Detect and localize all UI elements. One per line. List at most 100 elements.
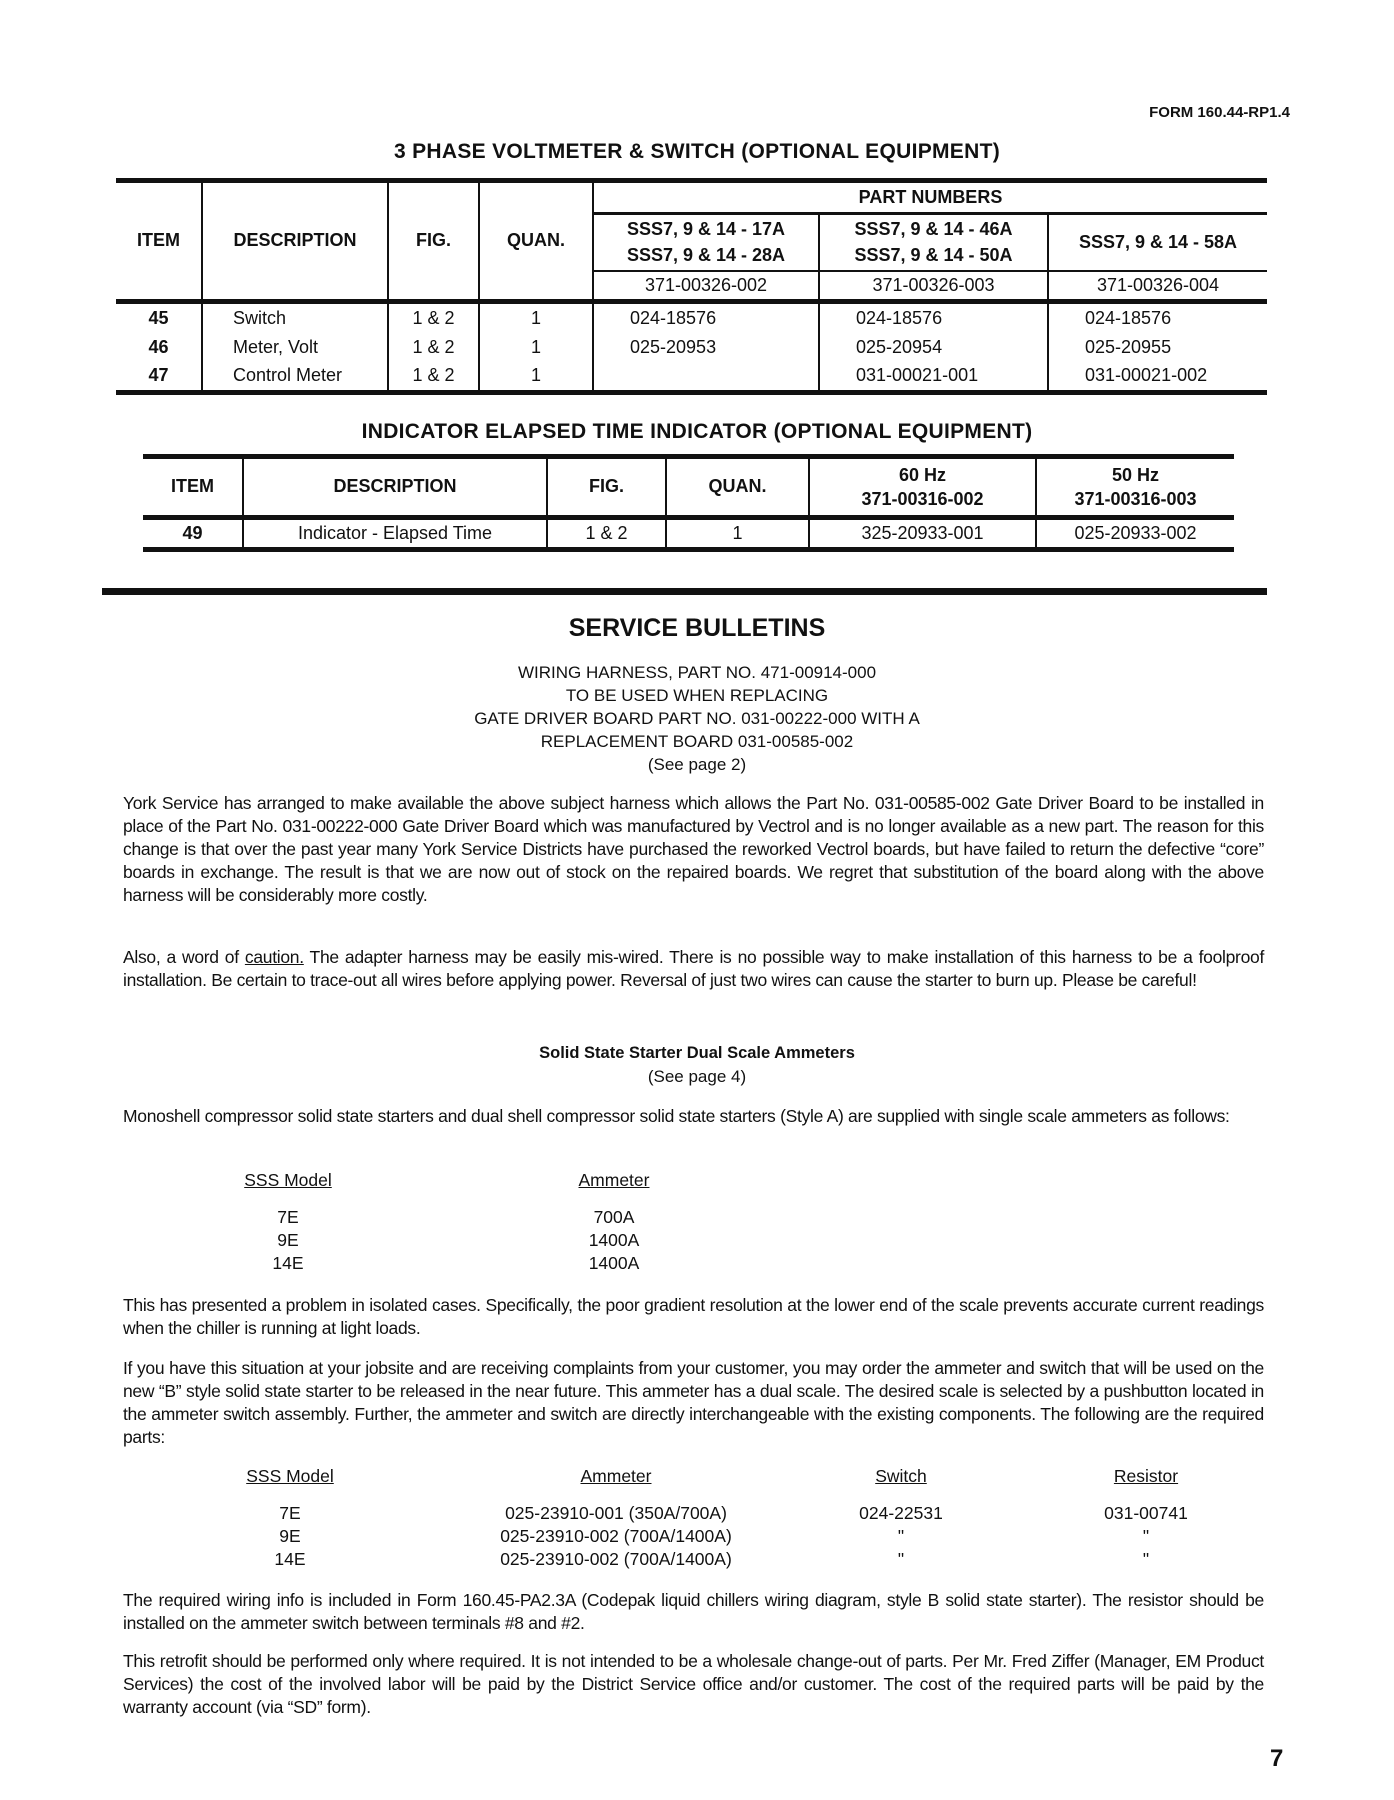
table-rule bbox=[143, 454, 1234, 459]
elapsed-table-title: INDICATOR ELAPSED TIME INDICATOR (OPTION… bbox=[361, 420, 1033, 443]
cell: 1400A bbox=[588, 1253, 640, 1273]
subsection-reference: (See page 4) bbox=[647, 1067, 747, 1086]
model-line: SSS7, 9 & 14 - 58A bbox=[1078, 231, 1238, 252]
model-header-1: SSS7, 9 & 14 - 17A SSS7, 9 & 14 - 28A bbox=[593, 213, 820, 272]
ammeter-column: 025-23910-001 (350A/700A) 025-23910-002 … bbox=[466, 1502, 766, 1571]
item-cell: 46 bbox=[116, 333, 203, 362]
text: The adapter harness may be easily mis-wi… bbox=[123, 947, 1265, 990]
paragraph: This retrofit should be performed only w… bbox=[123, 1651, 1264, 1717]
item-cell: 49 bbox=[143, 517, 244, 549]
quan-cell: 1 bbox=[478, 301, 594, 333]
part-cell bbox=[592, 362, 820, 392]
header-quan: QUAN. bbox=[478, 183, 594, 301]
model-line: SSS7, 9 & 14 - 46A bbox=[854, 219, 1013, 240]
quan-cell: 1 bbox=[478, 362, 594, 392]
part-cell: 031-00021-001 bbox=[818, 362, 1049, 392]
voltmeter-table: ITEM DESCRIPTION FIG. QUAN. PART NUMBERS… bbox=[116, 183, 1267, 395]
cell: 14E bbox=[272, 1253, 304, 1273]
fig-cell: 1 & 2 bbox=[387, 301, 480, 333]
column-header: Switch bbox=[875, 1466, 927, 1486]
freq-label: 50 Hz bbox=[1111, 464, 1160, 485]
table-row: 46 Meter, Volt 1 & 2 1 025-20953 025-209… bbox=[116, 333, 1267, 362]
subject-line: TO BE USED WHEN REPLACING bbox=[565, 686, 829, 705]
table-row: 45 Switch 1 & 2 1 024-18576 024-18576 02… bbox=[116, 301, 1267, 333]
cell: 025-23910-002 (700A/1400A) bbox=[500, 1526, 732, 1546]
item-cell: 47 bbox=[116, 362, 203, 392]
column-header: Resistor bbox=[1113, 1466, 1179, 1486]
part-cell: 025-20955 bbox=[1047, 333, 1267, 362]
subject-line: WIRING HARNESS, PART NO. 471-00914-000 bbox=[517, 663, 877, 682]
description-cell: Switch bbox=[201, 301, 389, 333]
part-cell: 024-18576 bbox=[818, 301, 1049, 333]
column-header: SSS Model bbox=[244, 1170, 332, 1190]
cell: " bbox=[1142, 1549, 1150, 1569]
subject-line: (See page 2) bbox=[647, 755, 747, 774]
cell: 14E bbox=[274, 1549, 306, 1569]
column-header: Ammeter bbox=[578, 1170, 650, 1190]
fig-cell: 1 & 2 bbox=[387, 362, 480, 392]
cell: 024-22531 bbox=[859, 1503, 943, 1523]
paragraph: The required wiring info is included in … bbox=[123, 1590, 1264, 1633]
kit-number: 371-00326-002 bbox=[593, 271, 820, 301]
model-header-2: SSS7, 9 & 14 - 46A SSS7, 9 & 14 - 50A bbox=[818, 213, 1049, 272]
voltmeter-table-title: 3 PHASE VOLTMETER & SWITCH (OPTIONAL EQU… bbox=[393, 140, 1000, 163]
paragraph: If you have this situation at your jobsi… bbox=[123, 1358, 1264, 1447]
page-number: 7 bbox=[1270, 1745, 1284, 1772]
freq-label: 60 Hz bbox=[898, 464, 947, 485]
kit-number: 371-00326-003 bbox=[818, 271, 1049, 301]
table-row: 47 Control Meter 1 & 2 1 031-00021-001 0… bbox=[116, 362, 1267, 392]
resistor-column: 031-00741 " " bbox=[1066, 1502, 1226, 1571]
cell: 7E bbox=[277, 1207, 299, 1227]
header-description: DESCRIPTION bbox=[201, 183, 389, 301]
cell: 9E bbox=[277, 1230, 299, 1250]
fig-cell: 1 & 2 bbox=[387, 333, 480, 362]
header-item: ITEM bbox=[116, 183, 203, 301]
description-cell: Meter, Volt bbox=[201, 333, 389, 362]
fig-cell: 1 & 2 bbox=[546, 517, 667, 549]
subsection-title: Solid State Starter Dual Scale Ammeters bbox=[539, 1044, 855, 1062]
model-column: 7E 9E 14E bbox=[210, 1502, 370, 1571]
header-part-numbers: PART NUMBERS bbox=[592, 183, 1267, 215]
header-fig: FIG. bbox=[387, 183, 480, 301]
model-line: SSS7, 9 & 14 - 28A bbox=[626, 245, 786, 266]
cell: " bbox=[897, 1526, 905, 1546]
switch-column: 024-22531 " " bbox=[821, 1502, 981, 1571]
caution-text: caution. bbox=[244, 947, 304, 967]
header-description: DESCRIPTION bbox=[242, 459, 548, 517]
paragraph: Monoshell compressor solid state starter… bbox=[123, 1106, 1230, 1126]
cell: 025-23910-002 (700A/1400A) bbox=[500, 1549, 732, 1569]
text: Also, a word of bbox=[123, 947, 245, 967]
model-line: SSS7, 9 & 14 - 50A bbox=[854, 245, 1013, 266]
cell: " bbox=[897, 1549, 905, 1569]
kit-number: 371-00316-002 bbox=[861, 488, 984, 509]
item-cell: 45 bbox=[116, 301, 203, 333]
column-header: SSS Model bbox=[246, 1466, 334, 1486]
cell: 025-23910-001 (350A/700A) bbox=[505, 1503, 727, 1523]
part-cell: 024-18576 bbox=[1047, 301, 1267, 333]
paragraph: This has presented a problem in isolated… bbox=[123, 1295, 1264, 1338]
kit-number: 371-00316-003 bbox=[1074, 488, 1197, 509]
cell: 9E bbox=[279, 1526, 301, 1546]
section-rule bbox=[102, 588, 1267, 595]
part-cell: 325-20933-001 bbox=[808, 517, 1037, 549]
part-cell: 025-20954 bbox=[818, 333, 1049, 362]
description-cell: Indicator - Elapsed Time bbox=[242, 517, 548, 549]
model-header-3: SSS7, 9 & 14 - 58A bbox=[1047, 213, 1267, 272]
table-row: 49 Indicator - Elapsed Time 1 & 2 1 325-… bbox=[143, 517, 1234, 549]
cell: " bbox=[1142, 1526, 1150, 1546]
subject-line: REPLACEMENT BOARD 031-00585-002 bbox=[540, 732, 854, 751]
part-cell: 025-20933-002 bbox=[1035, 517, 1234, 549]
model-column: 7E 9E 14E bbox=[208, 1206, 368, 1275]
header-fig: FIG. bbox=[546, 459, 667, 517]
cell: 031-00741 bbox=[1104, 1503, 1188, 1523]
elapsed-table: ITEM DESCRIPTION FIG. QUAN. 60 Hz 371-003… bbox=[143, 459, 1234, 552]
paragraph: York Service has arranged to make availa… bbox=[123, 793, 1264, 905]
header-60hz: 60 Hz 371-00316-002 bbox=[808, 459, 1037, 517]
form-number: FORM 160.44-RP1.4 bbox=[1149, 104, 1290, 121]
header-50hz: 50 Hz 371-00316-003 bbox=[1035, 459, 1234, 517]
cell: 1400A bbox=[588, 1230, 640, 1250]
subject-line: GATE DRIVER BOARD PART NO. 031-00222-000… bbox=[474, 709, 920, 728]
column-header: Ammeter bbox=[580, 1466, 652, 1486]
table-rule bbox=[116, 178, 1267, 183]
